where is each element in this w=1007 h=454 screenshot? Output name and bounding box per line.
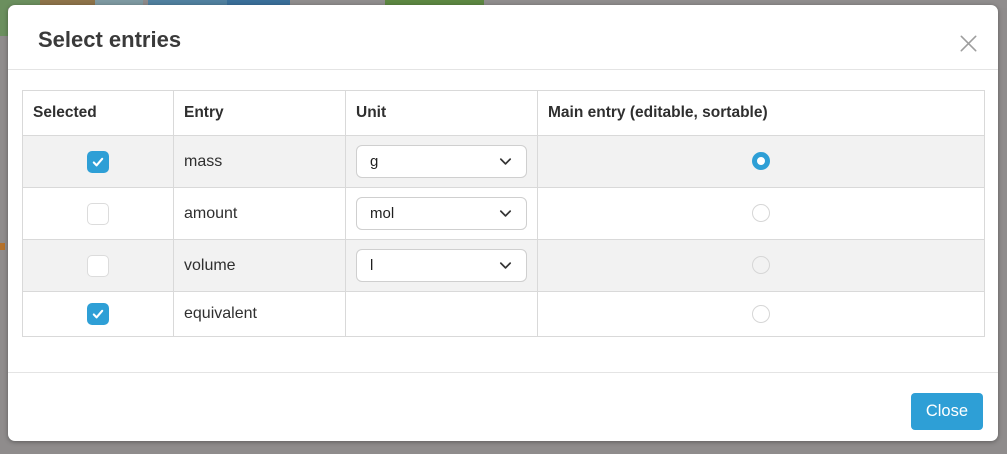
modal-title: Select entries bbox=[38, 27, 182, 52]
unit-select-volume[interactable]: l bbox=[356, 249, 527, 282]
backdrop-left-orange-block bbox=[0, 243, 5, 250]
modal-header: Select entries bbox=[8, 5, 998, 70]
backdrop-color-segment bbox=[227, 0, 290, 8]
main-entry-radio-amount[interactable] bbox=[752, 204, 770, 223]
table-row-volume: volume l bbox=[22, 239, 985, 292]
backdrop-color-segment bbox=[40, 0, 95, 8]
table-row-amount: amount mol bbox=[22, 187, 985, 240]
close-x-glyph bbox=[959, 34, 977, 52]
column-header-selected: Selected bbox=[22, 90, 174, 136]
column-header-unit: Unit bbox=[345, 90, 538, 136]
backdrop-color-segment bbox=[148, 0, 227, 8]
entry-label: amount bbox=[184, 204, 238, 222]
table-header-row: Selected Entry Unit Main entry (editable, s… bbox=[22, 90, 985, 136]
selected-checkbox-equivalent[interactable] bbox=[87, 303, 109, 325]
backdrop-color-segment bbox=[143, 0, 148, 8]
selected-checkbox-mass[interactable] bbox=[87, 150, 109, 173]
unit-select-value: mol bbox=[370, 205, 395, 222]
column-header-entry: Entry bbox=[173, 90, 346, 136]
chevron-down-icon bbox=[499, 158, 512, 165]
selected-checkbox-amount[interactable] bbox=[87, 202, 109, 225]
checkmark-icon bbox=[92, 309, 104, 319]
modal-body: Selected Entry Unit Main entry (editable, s… bbox=[8, 70, 998, 337]
main-entry-radio-mass[interactable] bbox=[752, 152, 770, 171]
unit-select-amount[interactable]: mol bbox=[356, 197, 527, 230]
unit-select-value: g bbox=[370, 153, 379, 170]
main-entry-radio-equivalent[interactable] bbox=[752, 304, 770, 323]
backdrop-left-green-block bbox=[0, 0, 8, 36]
table-row-mass: mass g bbox=[22, 135, 985, 188]
entry-label: mass bbox=[184, 152, 223, 170]
backdrop-color-segment bbox=[290, 0, 385, 8]
backdrop-color-segment bbox=[95, 0, 143, 8]
backdrop-color-segment bbox=[484, 0, 1007, 8]
entries-table: Selected Entry Unit Main entry (editable, s… bbox=[22, 90, 985, 337]
backdrop-color-segment bbox=[385, 0, 484, 8]
column-header-main-entry: Main entry (editable, sortable) bbox=[537, 90, 985, 136]
table-row-equivalent: equivalent bbox=[22, 291, 985, 337]
backdrop-top-strip bbox=[0, 0, 1007, 8]
unit-select-mass[interactable]: g bbox=[356, 145, 527, 178]
select-entries-modal: Select entries Selected Entry Unit Main ent… bbox=[8, 5, 998, 441]
checkmark-icon bbox=[92, 157, 104, 166]
selected-checkbox-volume[interactable] bbox=[87, 254, 109, 277]
entry-label: volume bbox=[184, 256, 236, 274]
backdrop-color-segment bbox=[0, 0, 40, 8]
entry-label: equivalent bbox=[184, 305, 257, 322]
modal-footer: Close bbox=[8, 372, 998, 441]
close-button[interactable]: Close bbox=[910, 392, 983, 430]
unit-select-value: l bbox=[370, 257, 374, 274]
main-entry-radio-volume[interactable] bbox=[752, 256, 770, 275]
close-icon[interactable] bbox=[955, 30, 981, 56]
chevron-down-icon bbox=[499, 210, 512, 217]
chevron-down-icon bbox=[499, 262, 512, 269]
